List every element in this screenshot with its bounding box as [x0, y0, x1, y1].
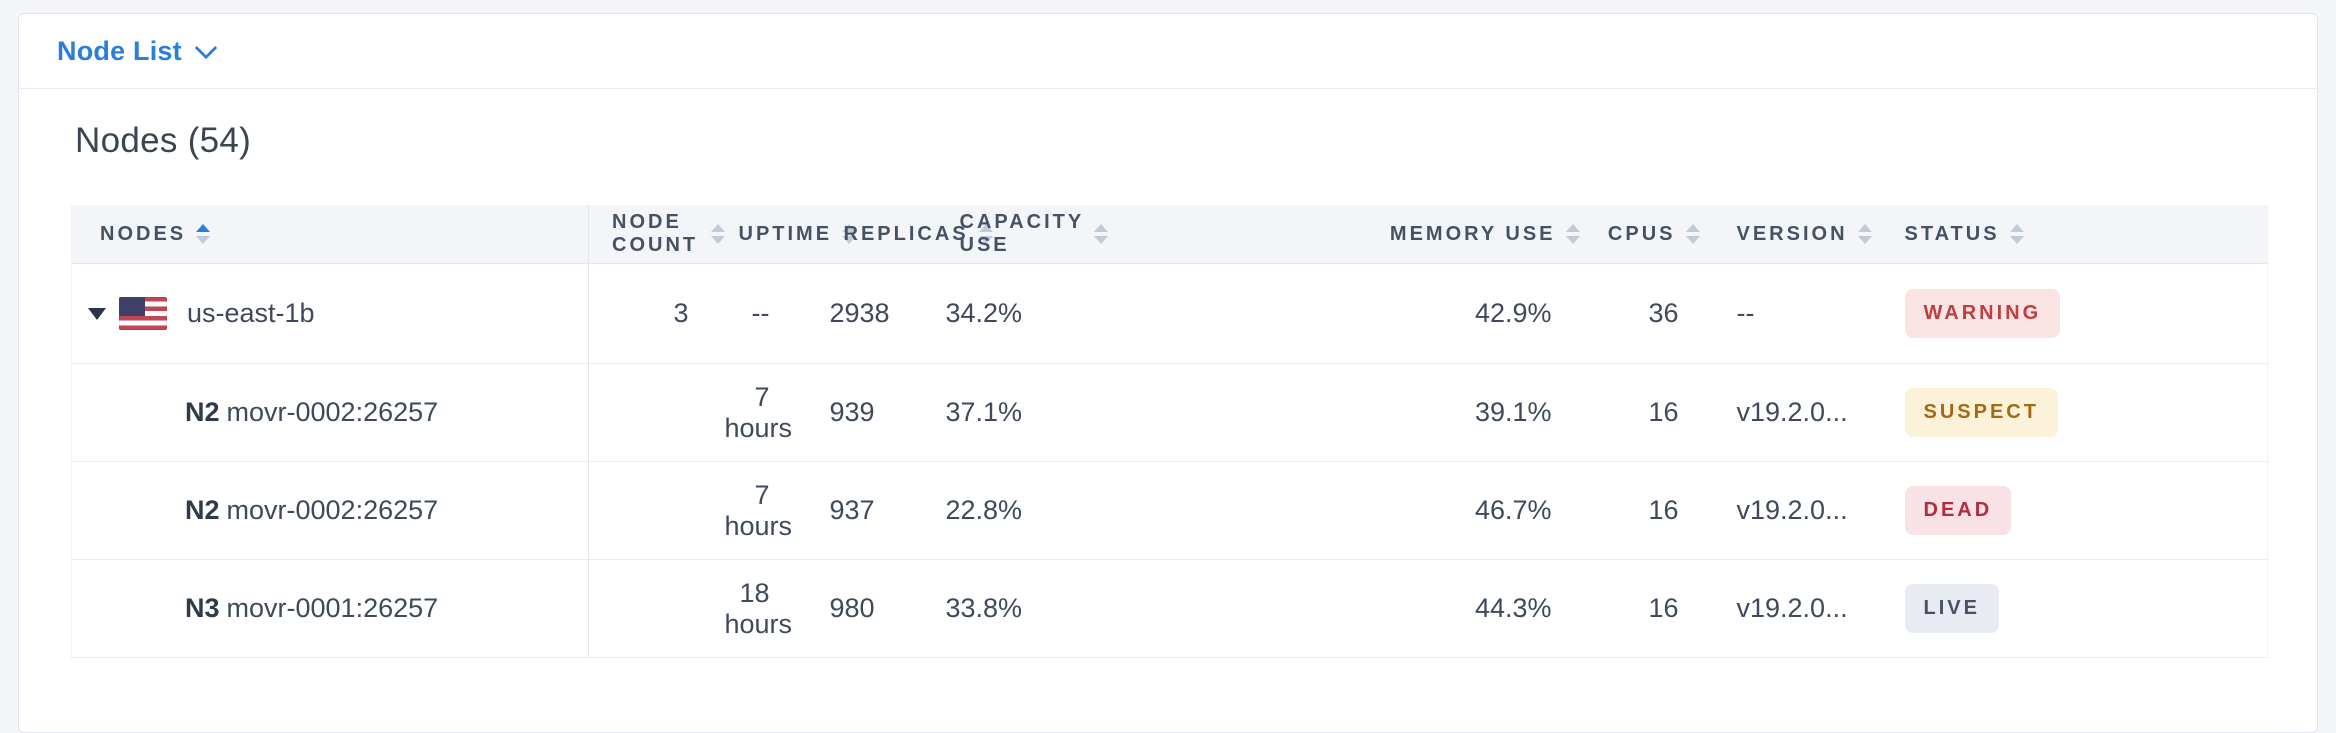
node-count-cell: [588, 363, 725, 462]
memory-use-cell: 39.1%: [1061, 363, 1585, 462]
node-id: N3: [185, 593, 220, 623]
chevron-down-icon: [194, 36, 218, 59]
column-header-status[interactable]: STATUS: [1891, 205, 2268, 264]
column-header-node-count[interactable]: NODE COUNT: [588, 205, 725, 264]
card-header: Node List: [19, 14, 2317, 89]
column-label: NODES: [100, 222, 187, 245]
column-label: STATUS: [1904, 222, 2000, 245]
cpus-cell: 16: [1584, 363, 1712, 462]
sort-icon: [1565, 224, 1580, 244]
table-row-region[interactable]: us-east-1b 3 -- 2938 34.2% 42.9% 36 -- W…: [71, 263, 2268, 364]
sort-icon: [978, 224, 993, 244]
uptime-cell: 7 hours: [724, 461, 830, 560]
column-label: REPLICAS: [843, 222, 969, 245]
capacity-use-cell: 34.2%: [945, 263, 1062, 364]
node-address: movr-0002:26257: [226, 495, 439, 525]
table-header-row: NODES NODE COUNT UPTIME REPLICAS CAPACIT…: [71, 205, 2268, 264]
memory-use-cell: 46.7%: [1061, 461, 1585, 560]
card-body: Nodes (54) NODES NODE COUNT UPTIME: [19, 119, 2317, 658]
table-row-node[interactable]: N3 movr-0001:26257 18 hours 980 33.8% 44.…: [71, 559, 2268, 658]
capacity-use-cell: 22.8%: [945, 461, 1062, 560]
table-row-node[interactable]: N2 movr-0002:26257 7 hours 937 22.8% 46.7…: [71, 461, 2268, 560]
column-header-capacity-use[interactable]: CAPACITY USE: [945, 205, 1108, 264]
node-count-cell: [588, 461, 725, 560]
column-label: UPTIME: [738, 222, 833, 245]
column-label: CPUS: [1607, 222, 1676, 245]
status-badge: DEAD: [1904, 486, 2012, 535]
table-row-node[interactable]: N2 movr-0002:26257 7 hours 939 37.1% 39.1…: [71, 363, 2268, 462]
column-label: CAPACITY USE: [959, 211, 1084, 256]
node-id: N2: [185, 495, 220, 525]
version-cell: v19.2.0...: [1711, 461, 1892, 560]
column-header-replicas[interactable]: REPLICAS: [829, 205, 993, 264]
version-cell: v19.2.0...: [1711, 559, 1892, 658]
sort-icon: [2009, 224, 2024, 244]
capacity-use-cell: 37.1%: [945, 363, 1062, 462]
collapse-caret-icon[interactable]: [88, 307, 106, 320]
replicas-cell: 2938: [829, 263, 946, 364]
sort-icon-nodes: [196, 224, 211, 244]
column-label: MEMORY USE: [1389, 222, 1556, 245]
sort-icon: [1685, 224, 1700, 244]
node-list-dropdown[interactable]: Node List: [57, 35, 218, 67]
column-label: NODE COUNT: [612, 211, 699, 256]
uptime-cell: --: [724, 263, 830, 364]
replicas-cell: 939: [829, 363, 946, 462]
uptime-cell: 7 hours: [724, 363, 830, 462]
column-header-cpus[interactable]: CPUS: [1584, 205, 1712, 264]
node-address: movr-0001:26257: [226, 593, 439, 623]
column-header-uptime[interactable]: UPTIME: [724, 205, 857, 264]
cpus-cell: 16: [1584, 559, 1712, 658]
node-id: N2: [185, 397, 220, 427]
status-badge: LIVE: [1904, 584, 1999, 633]
sort-icon: [1093, 224, 1108, 244]
memory-use-cell: 42.9%: [1061, 263, 1585, 364]
capacity-use-cell: 33.8%: [945, 559, 1062, 658]
status-badge: SUSPECT: [1904, 388, 2058, 437]
column-header-memory-use[interactable]: MEMORY USE: [1061, 205, 1585, 264]
node-list-card: Node List Nodes (54) NODES NODE COUNT: [18, 13, 2318, 733]
page-title: Nodes (54): [75, 121, 252, 160]
node-list-dropdown-label: Node List: [57, 35, 182, 66]
column-header-version[interactable]: VERSION: [1711, 205, 1892, 264]
cpus-cell: 16: [1584, 461, 1712, 560]
cpus-cell: 36: [1584, 263, 1712, 364]
replicas-cell: 980: [829, 559, 946, 658]
node-address: movr-0002:26257: [226, 397, 439, 427]
column-label: VERSION: [1736, 222, 1848, 245]
version-cell: v19.2.0...: [1711, 363, 1892, 462]
memory-use-cell: 44.3%: [1061, 559, 1585, 658]
node-count-cell: 3: [588, 263, 725, 364]
nodes-table: NODES NODE COUNT UPTIME REPLICAS CAPACIT…: [71, 205, 2268, 658]
region-name: us-east-1b: [187, 298, 315, 328]
status-badge: WARNING: [1904, 289, 2061, 338]
sort-icon: [842, 224, 857, 244]
replicas-cell: 937: [829, 461, 946, 560]
version-cell: --: [1711, 263, 1892, 364]
uptime-cell: 18 hours: [724, 559, 830, 658]
sort-icon: [710, 224, 725, 244]
node-count-cell: [588, 559, 725, 658]
column-header-nodes[interactable]: NODES: [71, 205, 589, 264]
us-flag-icon: [119, 297, 167, 330]
sort-icon: [1857, 224, 1872, 244]
